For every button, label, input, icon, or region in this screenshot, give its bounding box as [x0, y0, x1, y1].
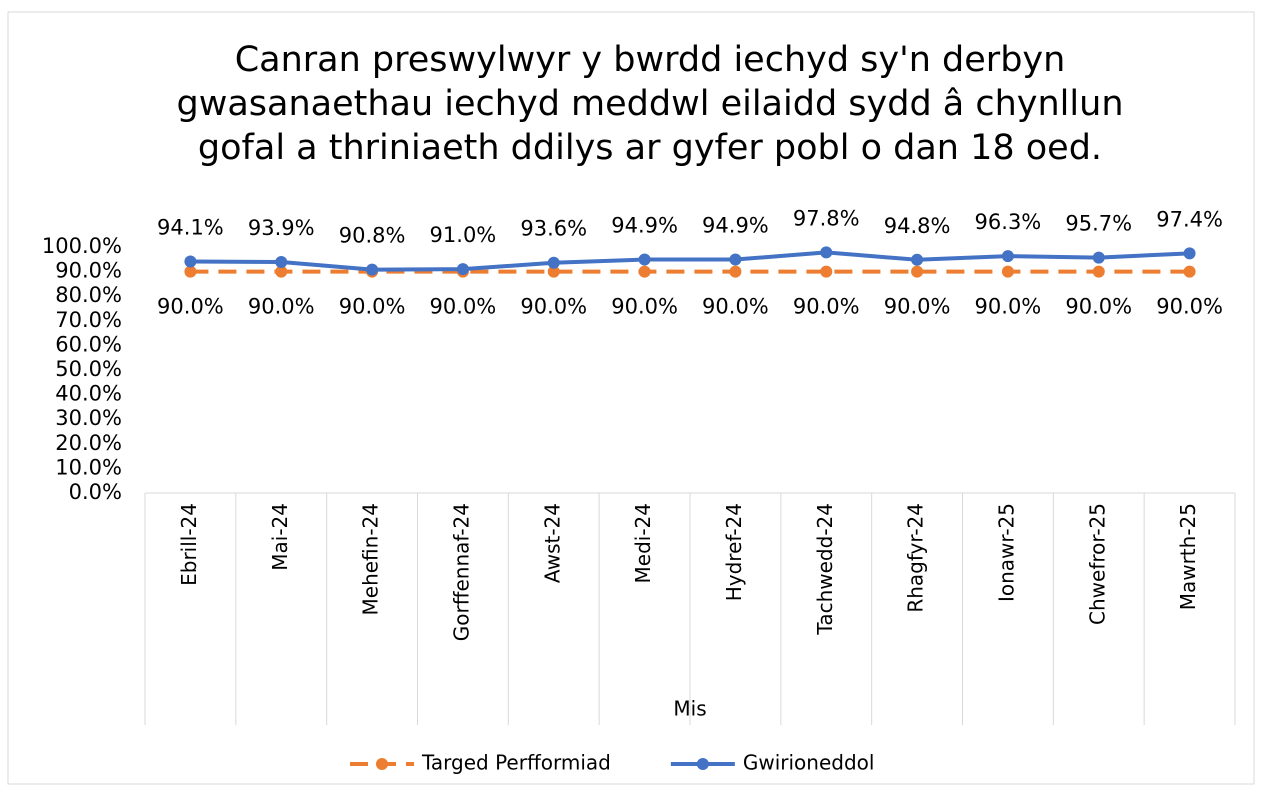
data-label: 93.6% [520, 217, 587, 241]
chart-title: Canran preswylwyr y bwrdd iechyd sy'n de… [176, 40, 1124, 168]
chart-border [7, 11, 1255, 785]
x-tick-label: Mawrth-25 [1176, 503, 1200, 610]
x-tick-label: Mai-24 [268, 503, 292, 571]
x-axis-title: Mis [673, 697, 706, 721]
data-label: 97.8% [793, 206, 860, 230]
data-label: 93.9% [248, 216, 315, 240]
data-label: 90.0% [430, 295, 497, 319]
data-label: 96.3% [975, 210, 1042, 234]
data-label: 90.0% [248, 295, 315, 319]
x-tick-label: Rhagfyr-24 [904, 503, 928, 613]
x-tick-label: Tachwedd-24 [813, 503, 837, 636]
data-point [1001, 265, 1014, 278]
y-tick-label: 80.0% [55, 283, 122, 307]
data-point [184, 255, 197, 268]
data-point [1092, 251, 1105, 264]
x-tick-label: Mehefin-24 [359, 503, 383, 615]
data-point [1001, 250, 1014, 263]
y-tick-label: 40.0% [55, 382, 122, 406]
legend-marker [696, 758, 709, 770]
x-tick-label: Ionawr-25 [994, 503, 1018, 602]
data-point [638, 253, 651, 266]
data-label: 90.0% [975, 295, 1042, 319]
data-point [911, 265, 924, 278]
y-tick-label: 90.0% [55, 259, 122, 283]
data-point [729, 265, 742, 278]
x-tick-label: Chwefror-25 [1085, 503, 1109, 625]
y-tick-label: 60.0% [55, 332, 122, 356]
data-label: 94.9% [611, 214, 678, 238]
data-point [820, 265, 833, 278]
data-point [1183, 247, 1196, 260]
series-line [190, 250, 1190, 272]
data-label: 97.4% [1156, 207, 1223, 231]
data-point [275, 256, 288, 269]
data-label: 90.0% [884, 295, 951, 319]
data-label: 90.0% [520, 295, 587, 319]
y-tick-label: 10.0% [55, 455, 122, 479]
y-tick-label: 70.0% [55, 308, 122, 332]
data-point [911, 253, 924, 266]
data-label: 91.0% [430, 223, 497, 247]
y-tick-label: 100.0% [42, 234, 122, 258]
data-point [547, 265, 560, 278]
data-label: 90.0% [793, 295, 860, 319]
y-tick-label: 50.0% [55, 357, 122, 381]
y-tick-label: 0.0% [69, 480, 122, 504]
data-point [1092, 265, 1105, 278]
data-point [1183, 265, 1196, 278]
x-tick-label: Medi-24 [631, 503, 655, 583]
data-point [275, 265, 288, 278]
data-point [456, 263, 469, 276]
x-tick-label: Awst-24 [540, 503, 564, 583]
data-point [820, 246, 833, 259]
x-tick-label: Gorffennaf-24 [449, 503, 473, 641]
data-point [547, 256, 560, 269]
legend-marker [376, 758, 388, 770]
data-label: 90.0% [157, 295, 224, 319]
data-label: 90.8% [339, 224, 406, 248]
y-tick-label: 20.0% [55, 431, 122, 455]
x-tick-label: Hydref-24 [722, 503, 746, 601]
data-label: 90.0% [339, 295, 406, 319]
y-tick-label: 30.0% [55, 406, 122, 430]
data-label: 95.7% [1065, 212, 1132, 236]
data-label: 94.1% [157, 216, 224, 240]
x-tick-label: Ebrill-24 [177, 503, 201, 586]
data-point [184, 265, 197, 278]
data-point [729, 253, 742, 266]
data-label: 90.0% [1065, 295, 1132, 319]
data-label: 94.9% [702, 214, 769, 238]
data-point [638, 265, 651, 278]
data-label: 90.0% [1156, 295, 1223, 319]
data-label: 90.0% [611, 295, 678, 319]
data-label: 90.0% [702, 295, 769, 319]
legend-label: Targed Perfformiad [421, 751, 611, 775]
data-point [366, 263, 379, 276]
data-label: 94.8% [884, 214, 951, 238]
legend-label: Gwirioneddol [743, 751, 875, 775]
